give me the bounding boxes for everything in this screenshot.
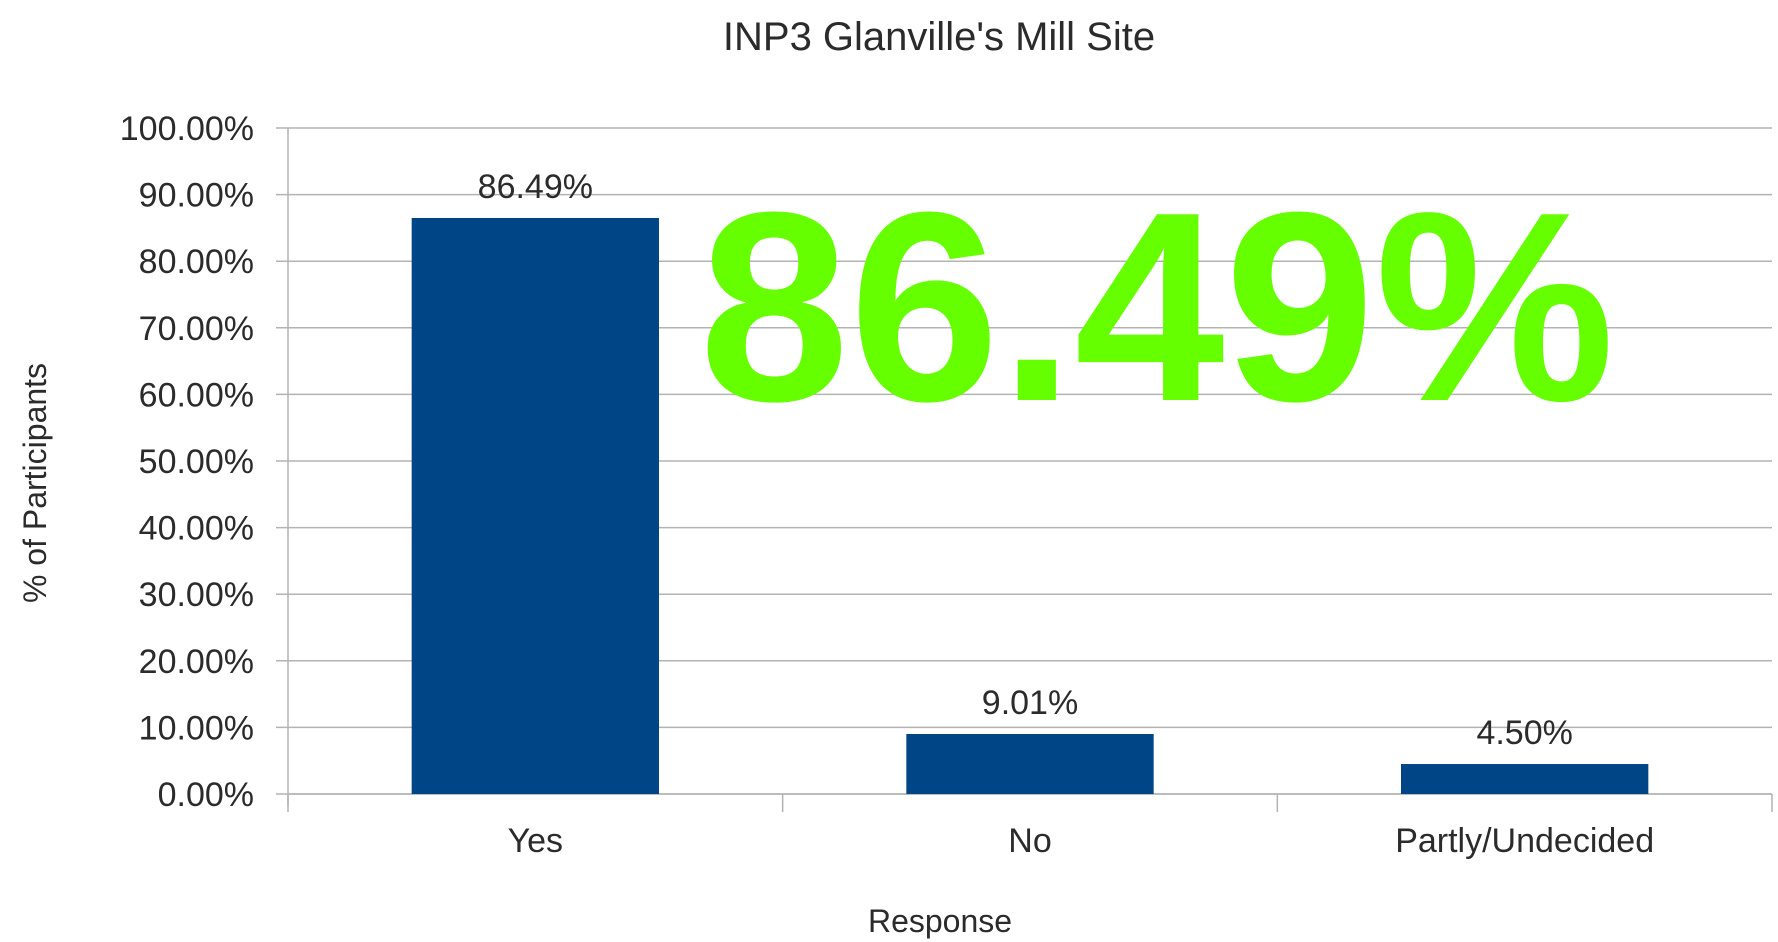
data-label: 86.49% bbox=[478, 168, 593, 206]
y-tick-label: 40.00% bbox=[139, 510, 254, 548]
category-label: No bbox=[1008, 822, 1051, 860]
category-label: Partly/Undecided bbox=[1395, 822, 1654, 860]
chart-title: INP3 Glanville's Mill Site bbox=[723, 15, 1155, 59]
category-label: Yes bbox=[508, 822, 563, 860]
y-axis-title: % of Participants bbox=[17, 363, 53, 603]
bar bbox=[411, 217, 659, 795]
data-label: 9.01% bbox=[982, 684, 1078, 722]
y-tick-label: 70.00% bbox=[139, 310, 254, 348]
y-tick-label: 30.00% bbox=[139, 576, 254, 614]
y-tick-labels: 0.00% 10.00% 20.00% 30.00% 40.00% 50.00% 60.00… bbox=[120, 110, 254, 814]
y-tick-label: 20.00% bbox=[139, 643, 254, 681]
bar bbox=[1401, 764, 1649, 794]
y-tick-label: 100.00% bbox=[120, 110, 254, 148]
data-labels: 86.49% 9.01% 4.50% bbox=[478, 168, 1573, 752]
bars bbox=[411, 217, 1649, 795]
bar bbox=[906, 733, 1154, 794]
y-tick-label: 10.00% bbox=[139, 709, 254, 747]
data-label: 4.50% bbox=[1476, 714, 1572, 752]
y-tick-label: 80.00% bbox=[139, 243, 254, 281]
y-tick-label: 60.00% bbox=[139, 376, 254, 414]
y-tick-label: 0.00% bbox=[158, 776, 254, 814]
x-axis-title: Response bbox=[868, 903, 1012, 939]
y-tick-label: 50.00% bbox=[139, 443, 254, 481]
x-category-labels: Yes No Partly/Undecided bbox=[508, 822, 1655, 860]
highlight-percentage-overlay: 86.49% bbox=[699, 157, 1615, 458]
y-tick-label: 90.00% bbox=[139, 177, 254, 215]
